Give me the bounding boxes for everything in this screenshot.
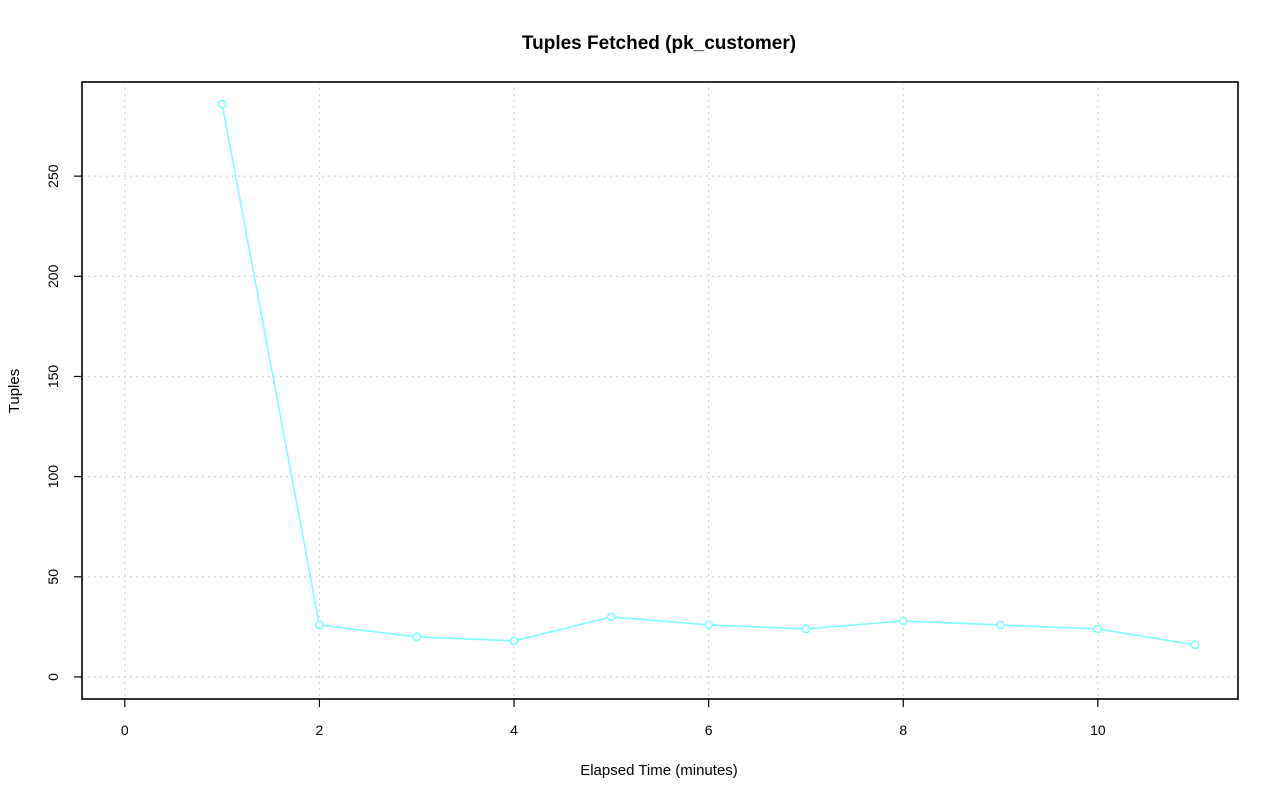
grid <box>82 82 1238 699</box>
data-point <box>996 620 1005 630</box>
data-point <box>704 620 714 630</box>
y-tick-label: 50 <box>45 569 61 585</box>
data-point <box>217 99 227 109</box>
x-tick-label: 2 <box>316 722 324 738</box>
plot-border <box>81 81 1239 700</box>
x-tick-label: 4 <box>510 722 518 738</box>
x-axis-label: Elapsed Time (minutes) <box>580 762 738 779</box>
y-axis: 0 50 100 150 200 250 <box>45 164 82 681</box>
data-point <box>1093 624 1103 634</box>
y-tick-label: 100 <box>45 465 61 489</box>
y-tick-label: 200 <box>45 264 61 288</box>
data-point <box>412 632 422 642</box>
series-layer <box>217 99 1200 650</box>
x-tick-label: 8 <box>899 722 907 738</box>
data-point <box>898 616 908 626</box>
data-point <box>315 620 324 630</box>
y-tick-label: 0 <box>45 673 61 681</box>
x-tick-label: 6 <box>705 722 713 738</box>
data-point <box>1190 640 1200 650</box>
data-point <box>509 636 519 646</box>
data-point <box>801 624 811 634</box>
y-axis-label: Tuples <box>6 369 23 413</box>
data-point <box>606 612 616 622</box>
x-axis: 0 2 4 6 8 10 <box>121 699 1106 738</box>
x-tick-label: 0 <box>121 722 129 738</box>
y-tick-label: 150 <box>45 365 61 389</box>
chart-title: Tuples Fetched (pk_customer) <box>522 33 796 54</box>
x-tick-label: 10 <box>1090 722 1106 738</box>
y-tick-label: 250 <box>45 164 61 188</box>
